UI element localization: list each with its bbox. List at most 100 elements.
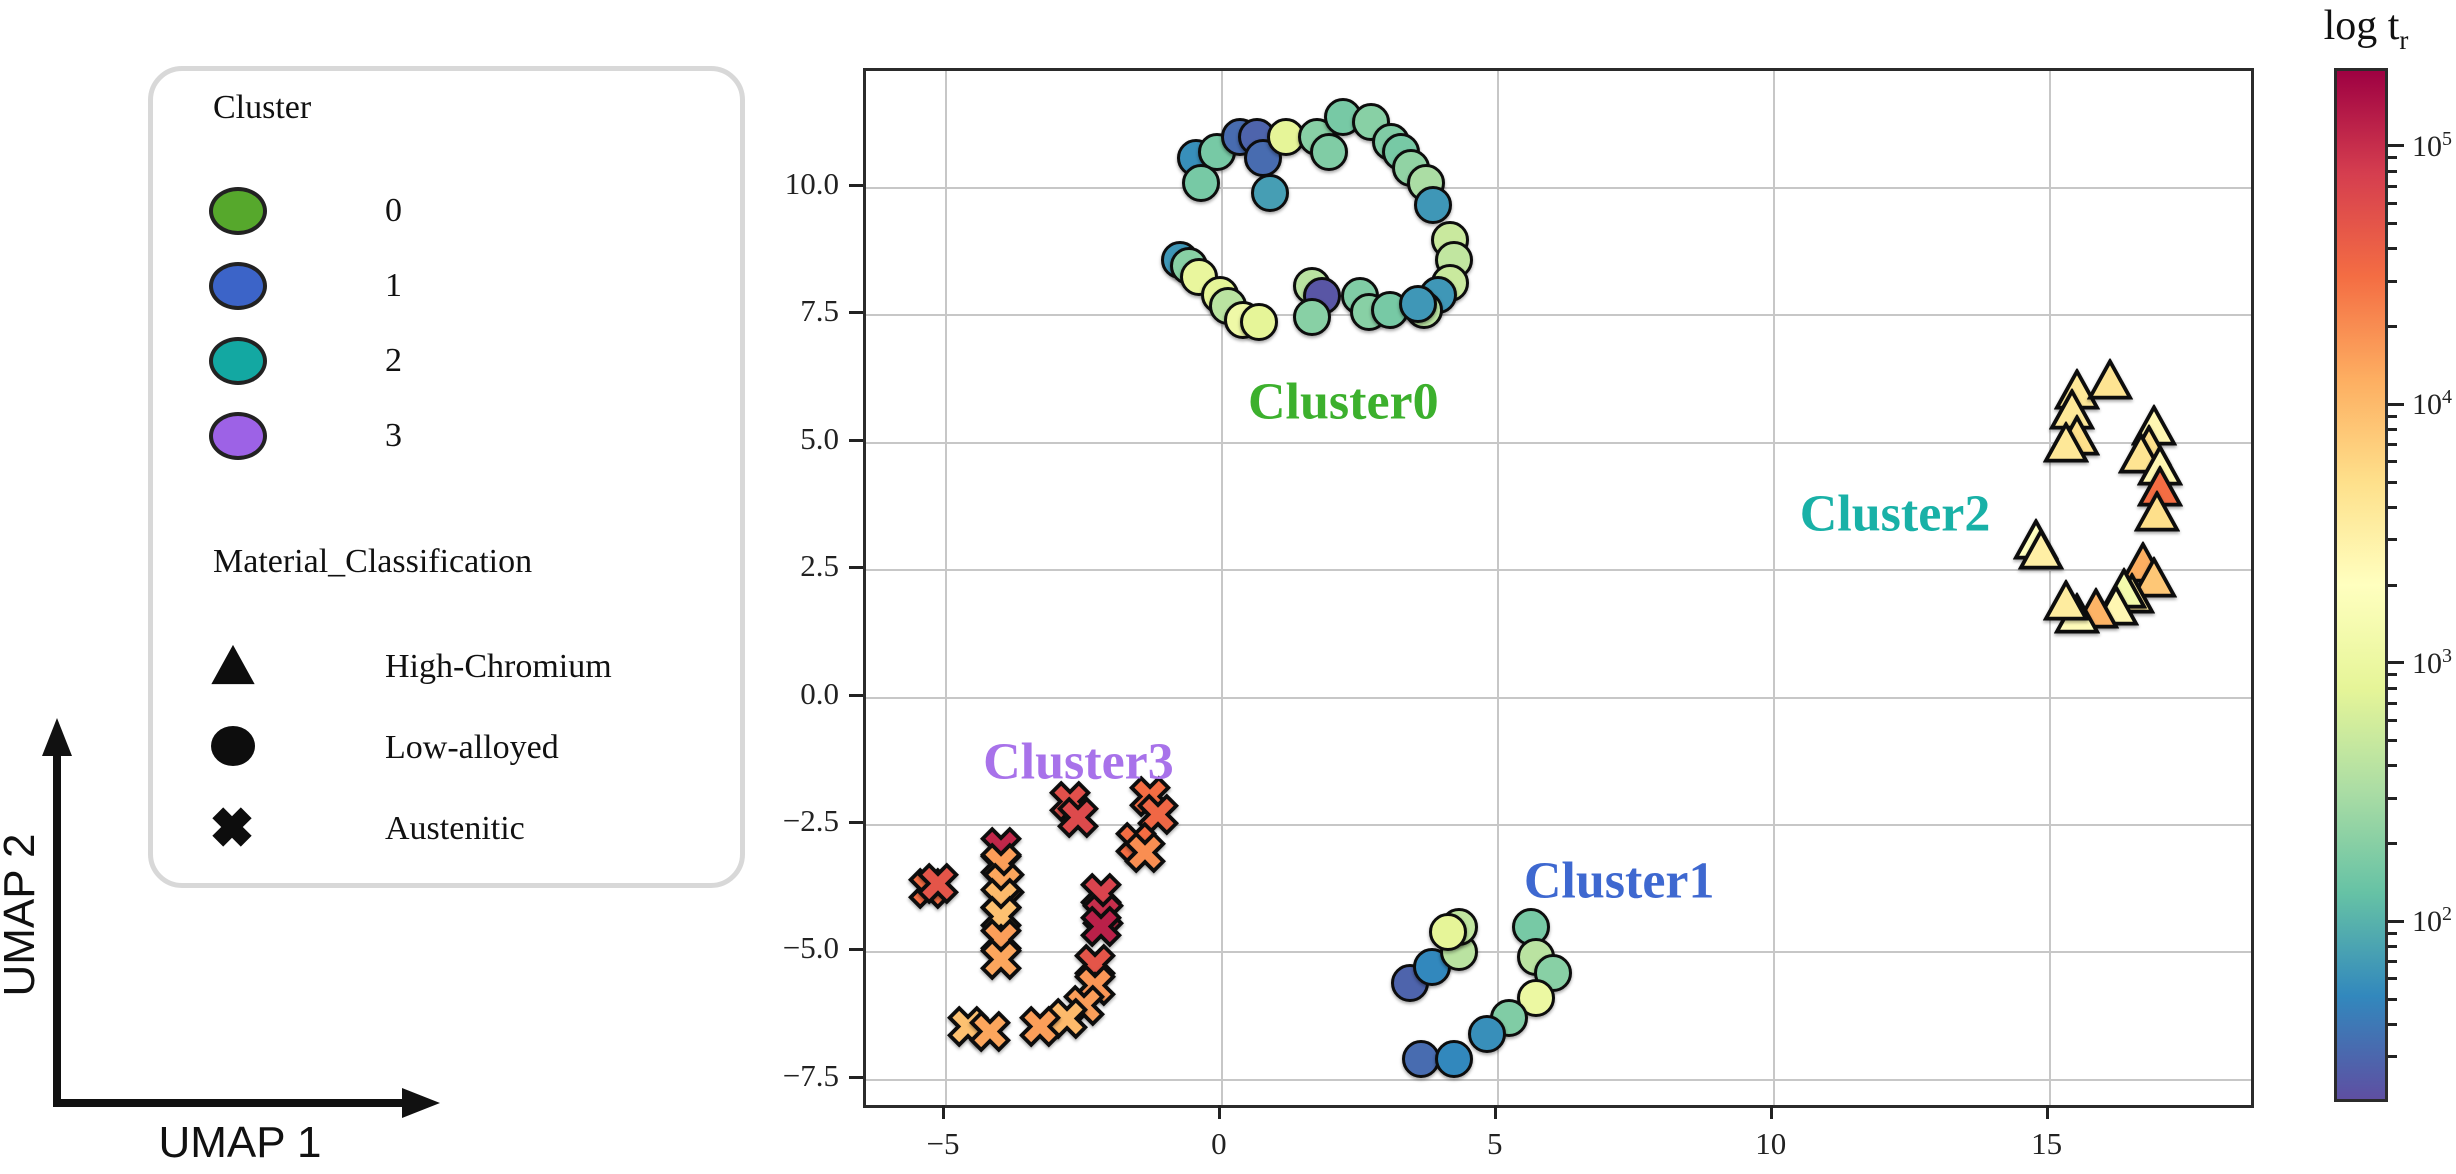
legend-cluster-item-2: 2 bbox=[209, 333, 402, 389]
legend-cluster-item-0: 0 bbox=[209, 183, 402, 239]
colorbar-minor-tick bbox=[2388, 686, 2397, 690]
y-tick-mark bbox=[849, 1075, 863, 1079]
scatter-point-circle bbox=[1239, 303, 1278, 342]
colorbar-minor-tick bbox=[2388, 960, 2397, 964]
x-tick-mark bbox=[2045, 1105, 2049, 1119]
scatter-point-cross bbox=[1122, 830, 1168, 881]
cross-marker-icon bbox=[209, 804, 255, 855]
colorbar-minor-tick bbox=[2388, 428, 2397, 432]
colorbar-minor-tick bbox=[2388, 1022, 2397, 1026]
scatter-point-circle bbox=[1243, 138, 1282, 177]
y-tick-mark bbox=[849, 948, 863, 952]
scatter-point-circle bbox=[1434, 1040, 1473, 1079]
colorbar-tick-label: 103 bbox=[2412, 644, 2452, 680]
colorbar-minor-tick bbox=[2388, 443, 2397, 447]
colorbar-minor-tick bbox=[2388, 796, 2397, 800]
y-tick-label: 2.5 bbox=[800, 548, 839, 584]
colorbar-minor-tick bbox=[2388, 764, 2397, 768]
x-tick-label: 0 bbox=[1211, 1126, 1227, 1161]
x-tick-label: 10 bbox=[1755, 1126, 1787, 1161]
colorbar-minor-tick bbox=[2388, 931, 2397, 935]
x-tick-mark bbox=[1217, 1105, 1221, 1119]
y-tick-label: 10.0 bbox=[784, 166, 839, 202]
scatter-point-triangle bbox=[2086, 357, 2134, 405]
legend-cluster-label: 2 bbox=[385, 342, 402, 379]
colorbar-minor-tick bbox=[2388, 460, 2397, 464]
legend-material-item-triangle: High-Chromium bbox=[209, 639, 612, 695]
colorbar-minor-tick bbox=[2388, 201, 2397, 205]
colorbar-tick-label: 104 bbox=[2412, 386, 2452, 422]
legend-cluster-label: 1 bbox=[385, 267, 402, 304]
y-tick-mark bbox=[849, 693, 863, 697]
colorbar-minor-tick bbox=[2388, 414, 2397, 418]
scatter-point-triangle bbox=[2042, 420, 2090, 469]
legend-cluster-label: 3 bbox=[385, 417, 402, 454]
y-tick-label: −2.5 bbox=[782, 802, 839, 838]
umap1-arrowhead-icon bbox=[402, 1088, 440, 1118]
scatter-point-circle bbox=[1351, 102, 1390, 141]
colorbar-minor-tick bbox=[2388, 505, 2397, 509]
gridline-horizontal bbox=[866, 696, 2251, 699]
colorbar-minor-tick bbox=[2388, 480, 2397, 484]
scatter-point-circle bbox=[1292, 298, 1331, 337]
colorbar-minor-tick bbox=[2388, 945, 2397, 949]
scatter-point-circle bbox=[1429, 912, 1468, 951]
cluster-annotation-cluster3: Cluster3 bbox=[983, 733, 1174, 791]
scatter-point-circle bbox=[1467, 1014, 1506, 1053]
legend-cluster-title: Cluster bbox=[213, 89, 312, 126]
colorbar-minor-tick bbox=[2388, 842, 2397, 846]
colorbar-minor-tick bbox=[2388, 701, 2397, 705]
x-axis-label: UMAP 1 bbox=[158, 1118, 322, 1167]
colorbar-minor-tick bbox=[2388, 184, 2397, 188]
colorbar-minor-tick bbox=[2388, 247, 2397, 251]
legend-material-label: High-Chromium bbox=[385, 648, 612, 685]
colorbar-minor-tick bbox=[2388, 169, 2397, 173]
scatter-point-cross bbox=[978, 937, 1024, 988]
cluster-swatch-icon bbox=[209, 337, 267, 385]
scatter-point-cross bbox=[1017, 1003, 1063, 1054]
gridline-vertical bbox=[945, 71, 947, 1105]
y-tick-label: 7.5 bbox=[800, 293, 839, 329]
gridline-vertical bbox=[2048, 71, 2051, 1105]
scatter-point-circle bbox=[1413, 185, 1452, 224]
umap2-arrowhead-icon bbox=[42, 718, 72, 756]
scatter-point-circle bbox=[1398, 285, 1437, 324]
colorbar-major-tick bbox=[2388, 144, 2404, 148]
y-tick-label: −5.0 bbox=[782, 930, 839, 966]
x-tick-label: 15 bbox=[2031, 1126, 2063, 1161]
scatter-point-triangle bbox=[2018, 527, 2065, 576]
colorbar-minor-tick bbox=[2388, 538, 2397, 542]
x-tick-label: −5 bbox=[926, 1126, 960, 1161]
colorbar-tick-label: 102 bbox=[2412, 903, 2452, 939]
scatter-plot-area: Cluster0 Cluster1 Cluster2 Cluster3 bbox=[863, 68, 2254, 1108]
scatter-point-circle bbox=[1309, 133, 1348, 172]
gridline-horizontal bbox=[866, 823, 2251, 826]
gridline-horizontal bbox=[866, 1078, 2251, 1081]
cluster-annotation-cluster0: Cluster0 bbox=[1247, 373, 1439, 431]
y-tick-mark bbox=[849, 820, 863, 824]
gridline-vertical bbox=[1496, 71, 1499, 1105]
y-tick-label: −7.5 bbox=[782, 1057, 839, 1093]
y-tick-label: 5.0 bbox=[800, 420, 839, 456]
colorbar-minor-tick bbox=[2388, 583, 2397, 587]
scatter-point-cross bbox=[967, 1008, 1013, 1059]
gridline-vertical bbox=[1772, 71, 1775, 1105]
colorbar bbox=[2334, 68, 2388, 1102]
umap-axes-arrows bbox=[42, 718, 440, 1118]
colorbar-major-tick bbox=[2388, 919, 2404, 923]
legend-box: Cluster 0 1 2 3 Material_Classification Hig… bbox=[148, 66, 745, 888]
scatter-point-triangle bbox=[2131, 555, 2178, 604]
cluster-swatch-icon bbox=[209, 187, 267, 235]
colorbar-minor-tick bbox=[2388, 718, 2397, 722]
cluster-annotation-cluster1: Cluster1 bbox=[1523, 852, 1715, 910]
legend-material-label: Low-alloyed bbox=[385, 729, 559, 766]
scatter-point-triangle bbox=[2042, 578, 2090, 627]
colorbar-minor-tick bbox=[2388, 1055, 2397, 1059]
x-tick-label: 5 bbox=[1487, 1126, 1503, 1161]
gridline-horizontal bbox=[866, 951, 2251, 954]
legend-cluster-item-1: 1 bbox=[209, 258, 402, 314]
colorbar-minor-tick bbox=[2388, 977, 2397, 981]
y-tick-mark bbox=[849, 566, 863, 570]
colorbar-minor-tick bbox=[2388, 997, 2397, 1001]
